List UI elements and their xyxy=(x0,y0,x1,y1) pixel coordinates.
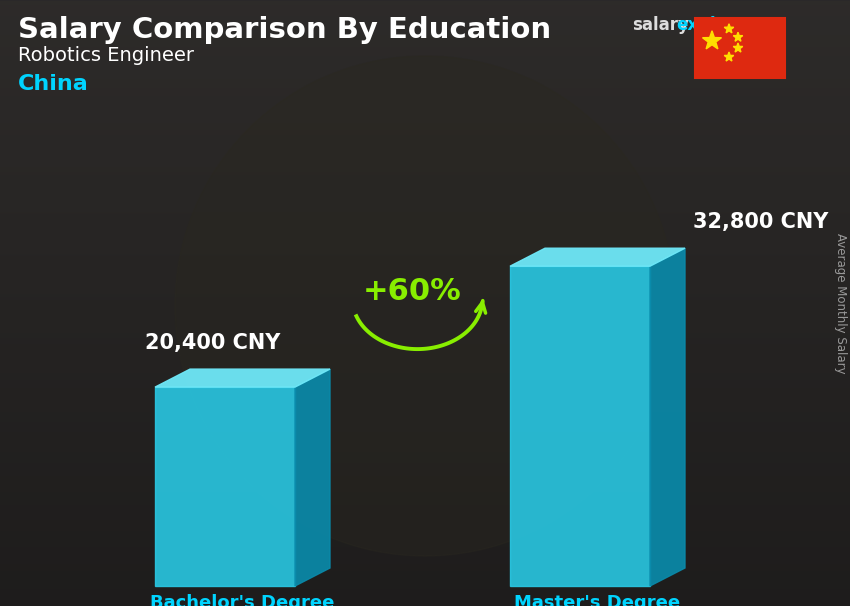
Polygon shape xyxy=(155,387,295,586)
Text: Bachelor's Degree: Bachelor's Degree xyxy=(150,594,335,606)
Polygon shape xyxy=(510,248,685,266)
Polygon shape xyxy=(702,31,722,49)
Polygon shape xyxy=(155,369,330,387)
Text: +60%: +60% xyxy=(363,276,462,305)
Text: 20,400 CNY: 20,400 CNY xyxy=(145,333,280,353)
Polygon shape xyxy=(295,369,330,586)
Polygon shape xyxy=(734,43,743,52)
Text: salary: salary xyxy=(632,16,688,34)
Polygon shape xyxy=(510,266,650,586)
Polygon shape xyxy=(650,248,685,586)
Text: Average Monthly Salary: Average Monthly Salary xyxy=(835,233,847,373)
Bar xyxy=(695,18,785,78)
Polygon shape xyxy=(724,24,734,33)
Text: Salary Comparison By Education: Salary Comparison By Education xyxy=(18,16,551,44)
Polygon shape xyxy=(734,32,743,41)
Text: explorer: explorer xyxy=(676,16,755,34)
Text: 32,800 CNY: 32,800 CNY xyxy=(693,212,829,232)
Text: China: China xyxy=(18,74,88,94)
Ellipse shape xyxy=(175,56,675,556)
Text: Master's Degree: Master's Degree xyxy=(514,594,681,606)
Text: Robotics Engineer: Robotics Engineer xyxy=(18,46,194,65)
Text: .com: .com xyxy=(737,16,782,34)
Polygon shape xyxy=(724,52,734,61)
